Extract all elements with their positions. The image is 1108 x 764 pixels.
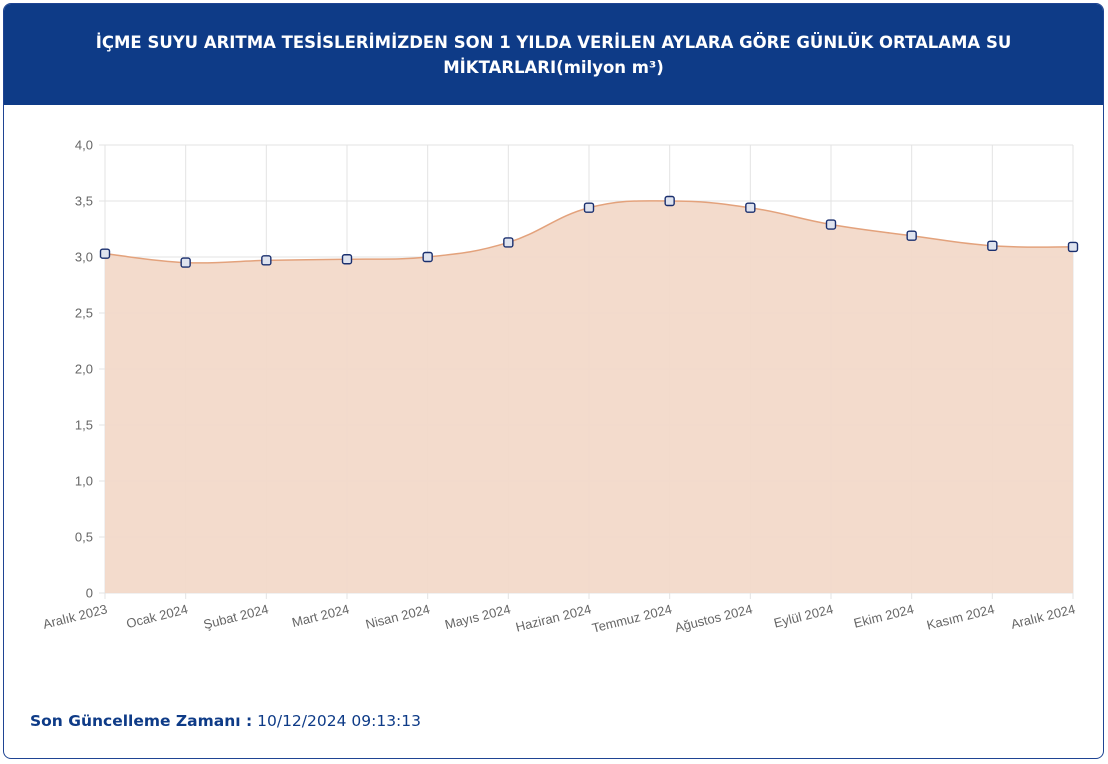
x-tick-label: Şubat 2024 [202,601,270,632]
y-tick-label: 2,0 [75,362,93,377]
data-point [825,219,837,230]
x-tick-label: Ekim 2024 [852,601,915,630]
chart-title: İÇME SUYU ARITMA TESİSLERİMİZDEN SON 1 Y… [95,32,1012,77]
x-tick-label: Ağustos 2024 [673,601,754,635]
data-point [987,240,998,252]
chart-header: İÇME SUYU ARITMA TESİSLERİMİZDEN SON 1 Y… [4,4,1103,105]
last-update-value: 10/12/2024 09:13:13 [257,712,422,730]
y-tick-label: 1,5 [75,418,93,433]
data-point [422,251,433,263]
data-point [99,248,111,259]
data-point [180,257,191,268]
y-tick-label: 3,5 [75,194,93,209]
y-tick-label: 1,0 [75,474,93,489]
data-point [745,202,756,213]
area-fill [105,200,1073,593]
data-point [664,195,675,207]
y-tick-label: 4,0 [75,138,93,153]
y-tick-label: 3,0 [75,250,93,265]
y-tick-label: 0 [86,586,93,601]
x-tick-label: Kasım 2024 [925,601,996,632]
data-point [341,254,353,265]
x-tick-label: Eylül 2024 [772,601,835,630]
data-point [503,237,514,248]
chart-card: İÇME SUYU ARITMA TESİSLERİMİZDEN SON 1 Y… [3,3,1104,759]
last-update-label: Son Güncelleme Zamanı : [30,712,253,730]
data-point [583,202,595,213]
x-tick-label: Nisan 2024 [364,601,431,631]
area-chart: 0 0,5 1,0 1,5 2,0 2,5 3,0 3,5 4,0 Aralık 2023 Ocak… [41,138,1079,636]
chart-area: 0 0,5 1,0 1,5 2,0 2,5 3,0 3,5 4,0 Aralık 2023 Ocak… [4,105,1103,670]
x-tick-label: Mart 2024 [290,601,350,630]
x-tick-label: Temmuz 2024 [591,601,674,635]
y-tick-label: 0,5 [75,530,93,545]
x-tick-label: Ocak 2024 [125,601,190,631]
x-tick-label: Haziran 2024 [514,601,593,634]
y-tick-label: 2,5 [75,306,93,321]
x-tick-label: Mayıs 2024 [443,601,512,632]
data-point [261,255,272,266]
last-update: Son Güncelleme Zamanı : 10/12/2024 09:13… [30,712,421,730]
x-tick-label: Aralık 2024 [1009,601,1076,631]
data-point [1067,241,1079,253]
data-point [906,230,917,241]
x-tick-label: Aralık 2023 [41,601,108,631]
